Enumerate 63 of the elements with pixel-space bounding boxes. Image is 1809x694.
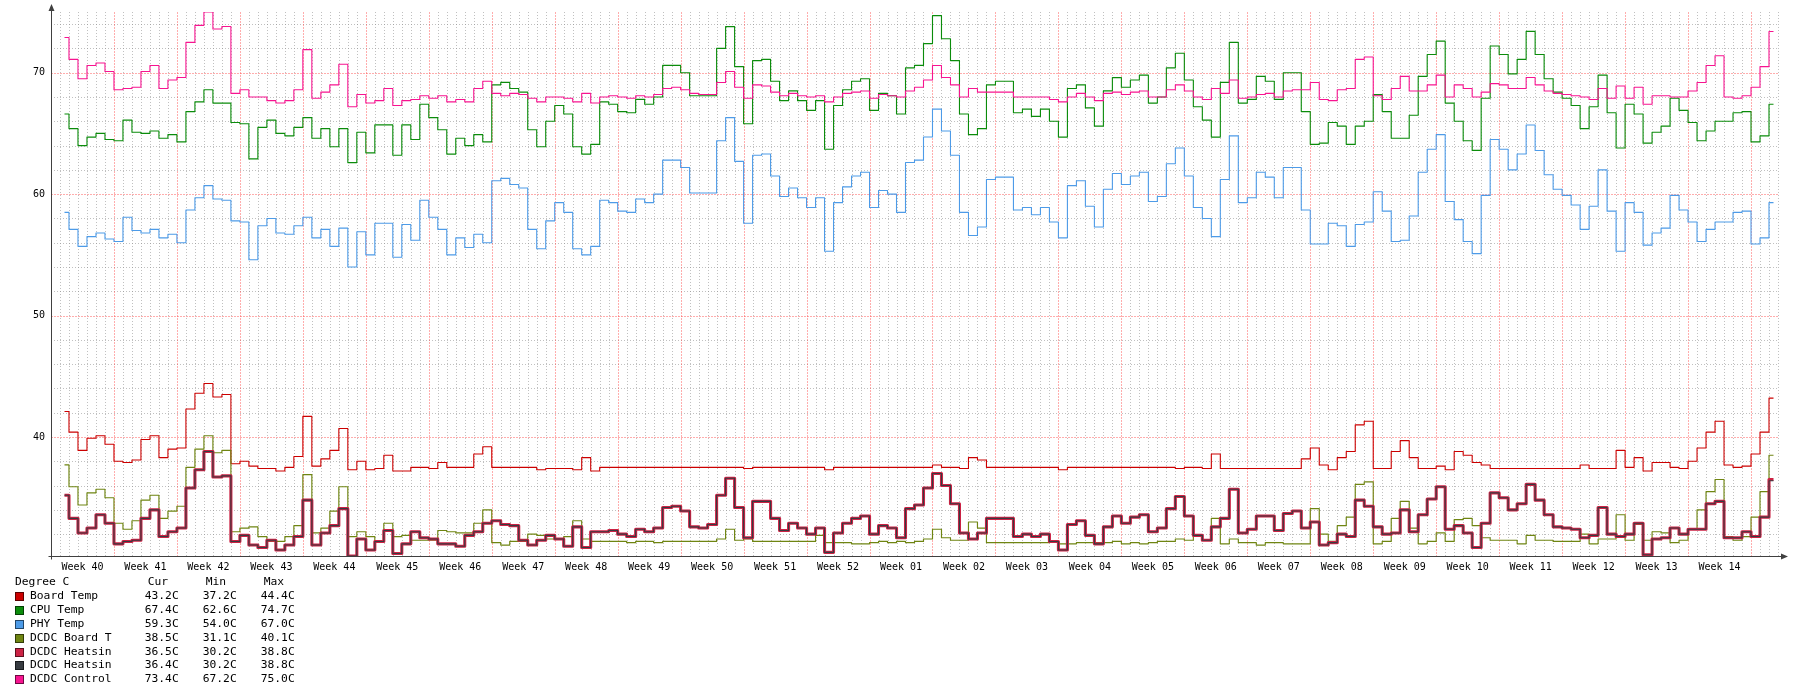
text: 37.2C bbox=[202, 588, 237, 603]
x-tick-label: Week 43 bbox=[250, 560, 293, 572]
x-tick-label: Week 50 bbox=[691, 560, 734, 572]
text: 40.1C bbox=[260, 630, 295, 645]
text: 36.4C bbox=[144, 658, 179, 673]
x-tick-label: Week 07 bbox=[1257, 560, 1300, 572]
text: Min bbox=[205, 575, 227, 589]
text: 59.3C bbox=[144, 616, 179, 631]
legend-label: Board Temp bbox=[30, 588, 99, 603]
text: 38.8C bbox=[260, 644, 295, 659]
text: 62.6C bbox=[202, 602, 237, 617]
x-tick-label: Week 03 bbox=[1005, 560, 1049, 572]
legend-label: PHY Temp bbox=[30, 616, 85, 631]
legend-label: DCDC Control bbox=[30, 672, 112, 687]
legend-title: Degree C bbox=[15, 575, 70, 589]
x-tick-label: Week 04 bbox=[1068, 560, 1111, 572]
legend-label: DCDC Board T bbox=[30, 630, 112, 645]
x-tick-label: Week 40 bbox=[61, 560, 104, 572]
x-tick-label: Week 05 bbox=[1131, 560, 1174, 572]
x-tick-label: Week 51 bbox=[754, 560, 797, 572]
x-tick-label: Week 06 bbox=[1194, 560, 1237, 572]
text: 38.5C bbox=[144, 630, 179, 645]
y-tick-label: 60 bbox=[32, 187, 45, 199]
text: 67.4C bbox=[144, 602, 179, 617]
text: 73.4C bbox=[144, 672, 179, 687]
text: 67.2C bbox=[202, 672, 237, 687]
x-tick-label: Week 47 bbox=[502, 560, 545, 572]
x-tick-label: Week 45 bbox=[376, 560, 419, 572]
x-tick-label: Week 09 bbox=[1383, 560, 1426, 572]
text: 31.1C bbox=[202, 630, 237, 645]
text: 67.0C bbox=[260, 616, 295, 631]
text: 30.2C bbox=[202, 644, 237, 659]
x-tick-label: Week 14 bbox=[1698, 560, 1741, 572]
y-tick-label: 50 bbox=[32, 309, 45, 321]
x-tick-label: Week 42 bbox=[187, 560, 230, 572]
text: 36.5C bbox=[144, 644, 179, 659]
legend-label: CPU Temp bbox=[30, 602, 85, 617]
text: 75.0C bbox=[260, 672, 295, 687]
text: 43.2C bbox=[144, 588, 179, 603]
text: 44.4C bbox=[260, 588, 295, 603]
x-tick-label: Week 52 bbox=[816, 560, 860, 572]
x-tick-label: Week 12 bbox=[1572, 560, 1615, 572]
text: 38.8C bbox=[260, 658, 295, 673]
x-tick-label: Week 02 bbox=[942, 560, 986, 572]
x-tick-label: Week 48 bbox=[565, 560, 608, 572]
x-tick-label: Week 13 bbox=[1635, 560, 1678, 572]
legend-label: DCDC Heatsin bbox=[30, 644, 112, 659]
x-tick-label: Week 44 bbox=[313, 560, 356, 572]
y-tick-label: 40 bbox=[32, 430, 45, 442]
x-tick-label: Week 49 bbox=[628, 560, 671, 572]
x-tick-label: Week 41 bbox=[124, 560, 167, 572]
text: 54.0C bbox=[202, 616, 237, 631]
text: 74.7C bbox=[260, 602, 295, 617]
legend-label: DCDC Heatsin bbox=[30, 658, 112, 673]
x-tick-label: Week 01 bbox=[879, 560, 923, 572]
text: Cur bbox=[147, 575, 169, 589]
x-tick-label: Week 11 bbox=[1509, 560, 1552, 572]
x-tick-label: Week 46 bbox=[439, 560, 482, 572]
text: 30.2C bbox=[202, 658, 237, 673]
x-tick-label: Week 08 bbox=[1320, 560, 1363, 572]
text: Max bbox=[263, 575, 285, 589]
y-tick-label: 70 bbox=[32, 66, 45, 78]
x-tick-label: Week 10 bbox=[1446, 560, 1489, 572]
